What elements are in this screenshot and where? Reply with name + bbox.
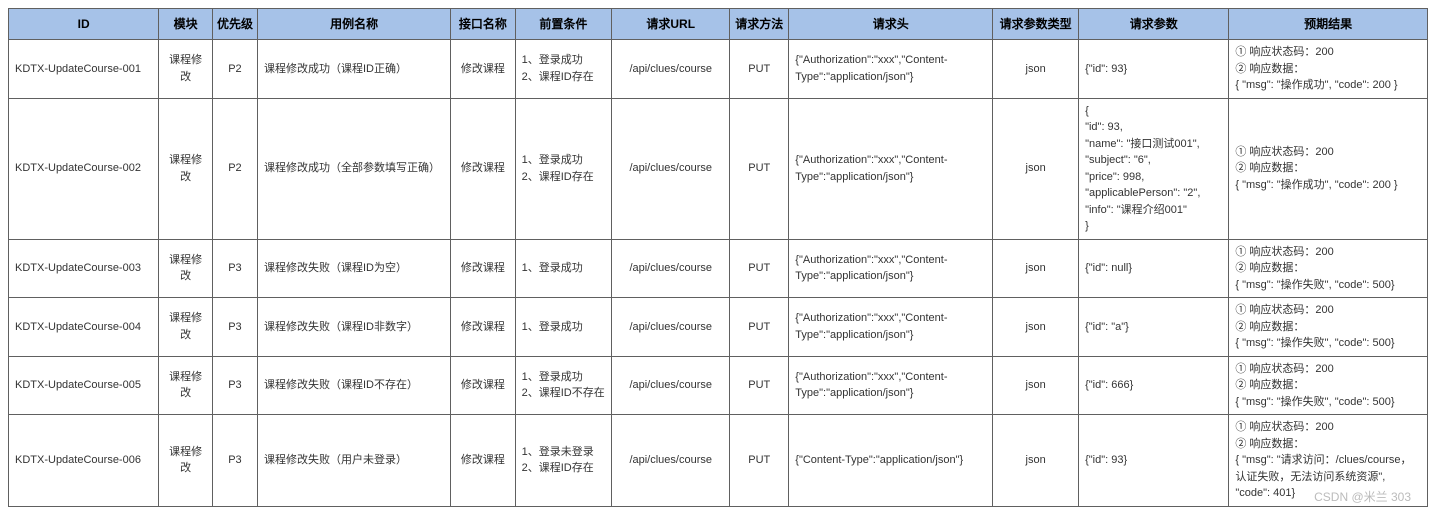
cell-ptype: json [993, 98, 1079, 239]
table-row: KDTX-UpdateCourse-005课程修改P3课程修改失败（课程ID不存… [9, 356, 1428, 415]
header-module: 模块 [159, 9, 213, 40]
cell-id: KDTX-UpdateCourse-004 [9, 298, 159, 357]
cell-params: {"id": 666} [1079, 356, 1229, 415]
cell-ptype: json [993, 298, 1079, 357]
cell-api: 修改课程 [451, 40, 515, 99]
header-priority: 优先级 [212, 9, 257, 40]
cell-pre: 1、登录成功 [515, 298, 612, 357]
cell-module: 课程修改 [159, 98, 213, 239]
cell-priority: P2 [212, 40, 257, 99]
cell-id: KDTX-UpdateCourse-005 [9, 356, 159, 415]
cell-hdr: {"Authorization":"xxx","Content-Type":"a… [789, 356, 993, 415]
testcase-table: ID 模块 优先级 用例名称 接口名称 前置条件 请求URL 请求方法 请求头 … [8, 8, 1428, 507]
cell-name: 课程修改失败（用户未登录） [258, 415, 451, 507]
cell-url: /api/clues/course [612, 98, 730, 239]
cell-hdr: {"Authorization":"xxx","Content-Type":"a… [789, 239, 993, 298]
cell-method: PUT [730, 98, 789, 239]
cell-id: KDTX-UpdateCourse-003 [9, 239, 159, 298]
cell-ptype: json [993, 415, 1079, 507]
table-row: KDTX-UpdateCourse-004课程修改P3课程修改失败（课程ID非数… [9, 298, 1428, 357]
header-expect: 预期结果 [1229, 9, 1428, 40]
table-row: KDTX-UpdateCourse-006课程修改P3课程修改失败（用户未登录）… [9, 415, 1428, 507]
cell-priority: P3 [212, 298, 257, 357]
header-method: 请求方法 [730, 9, 789, 40]
cell-expect: ① 响应状态码：200② 响应数据：{ "msg": "操作失败", "code… [1229, 356, 1428, 415]
cell-name: 课程修改失败（课程ID非数字） [258, 298, 451, 357]
cell-ptype: json [993, 356, 1079, 415]
cell-url: /api/clues/course [612, 40, 730, 99]
cell-expect: ① 响应状态码：200② 响应数据：{ "msg": "操作成功", "code… [1229, 98, 1428, 239]
cell-api: 修改课程 [451, 356, 515, 415]
cell-hdr: {"Authorization":"xxx","Content-Type":"a… [789, 98, 993, 239]
cell-params: {"id": "a"} [1079, 298, 1229, 357]
cell-url: /api/clues/course [612, 298, 730, 357]
cell-method: PUT [730, 356, 789, 415]
cell-module: 课程修改 [159, 298, 213, 357]
cell-name: 课程修改失败（课程ID为空） [258, 239, 451, 298]
cell-params: { "id": 93, "name": "接口测试001", "subject"… [1079, 98, 1229, 239]
cell-module: 课程修改 [159, 356, 213, 415]
cell-params: {"id": 93} [1079, 40, 1229, 99]
cell-module: 课程修改 [159, 40, 213, 99]
cell-params: {"id": 93} [1079, 415, 1229, 507]
cell-module: 课程修改 [159, 239, 213, 298]
cell-method: PUT [730, 40, 789, 99]
cell-api: 修改课程 [451, 298, 515, 357]
header-url: 请求URL [612, 9, 730, 40]
cell-name: 课程修改成功（全部参数填写正确） [258, 98, 451, 239]
cell-hdr: {"Content-Type":"application/json"} [789, 415, 993, 507]
cell-priority: P2 [212, 98, 257, 239]
table-row: KDTX-UpdateCourse-001课程修改P2课程修改成功（课程ID正确… [9, 40, 1428, 99]
header-params: 请求参数 [1079, 9, 1229, 40]
cell-url: /api/clues/course [612, 239, 730, 298]
cell-method: PUT [730, 415, 789, 507]
header-pre: 前置条件 [515, 9, 612, 40]
table-row: KDTX-UpdateCourse-003课程修改P3课程修改失败（课程ID为空… [9, 239, 1428, 298]
cell-pre: 1、登录未登录2、课程ID存在 [515, 415, 612, 507]
cell-expect: ① 响应状态码：200② 响应数据：{ "msg": "操作失败", "code… [1229, 239, 1428, 298]
cell-expect: ① 响应状态码：200② 响应数据：{ "msg": "操作失败", "code… [1229, 298, 1428, 357]
cell-id: KDTX-UpdateCourse-006 [9, 415, 159, 507]
cell-expect: ① 响应状态码：200② 响应数据：{ "msg": "操作成功", "code… [1229, 40, 1428, 99]
cell-hdr: {"Authorization":"xxx","Content-Type":"a… [789, 40, 993, 99]
cell-priority: P3 [212, 356, 257, 415]
cell-params: {"id": null} [1079, 239, 1229, 298]
cell-ptype: json [993, 239, 1079, 298]
cell-api: 修改课程 [451, 415, 515, 507]
cell-method: PUT [730, 298, 789, 357]
cell-name: 课程修改失败（课程ID不存在） [258, 356, 451, 415]
cell-id: KDTX-UpdateCourse-002 [9, 98, 159, 239]
header-hdr: 请求头 [789, 9, 993, 40]
cell-priority: P3 [212, 415, 257, 507]
cell-pre: 1、登录成功2、课程ID存在 [515, 40, 612, 99]
cell-pre: 1、登录成功 [515, 239, 612, 298]
cell-api: 修改课程 [451, 98, 515, 239]
table-row: KDTX-UpdateCourse-002课程修改P2课程修改成功（全部参数填写… [9, 98, 1428, 239]
cell-name: 课程修改成功（课程ID正确） [258, 40, 451, 99]
cell-id: KDTX-UpdateCourse-001 [9, 40, 159, 99]
cell-module: 课程修改 [159, 415, 213, 507]
cell-pre: 1、登录成功2、课程ID存在 [515, 98, 612, 239]
cell-url: /api/clues/course [612, 415, 730, 507]
cell-ptype: json [993, 40, 1079, 99]
header-ptype: 请求参数类型 [993, 9, 1079, 40]
cell-priority: P3 [212, 239, 257, 298]
header-api: 接口名称 [451, 9, 515, 40]
header-row: ID 模块 优先级 用例名称 接口名称 前置条件 请求URL 请求方法 请求头 … [9, 9, 1428, 40]
cell-url: /api/clues/course [612, 356, 730, 415]
cell-expect: ① 响应状态码：200② 响应数据：{ "msg": "请求访问：/clues/… [1229, 415, 1428, 507]
cell-method: PUT [730, 239, 789, 298]
header-id: ID [9, 9, 159, 40]
cell-hdr: {"Authorization":"xxx","Content-Type":"a… [789, 298, 993, 357]
header-name: 用例名称 [258, 9, 451, 40]
cell-pre: 1、登录成功2、课程ID不存在 [515, 356, 612, 415]
cell-api: 修改课程 [451, 239, 515, 298]
